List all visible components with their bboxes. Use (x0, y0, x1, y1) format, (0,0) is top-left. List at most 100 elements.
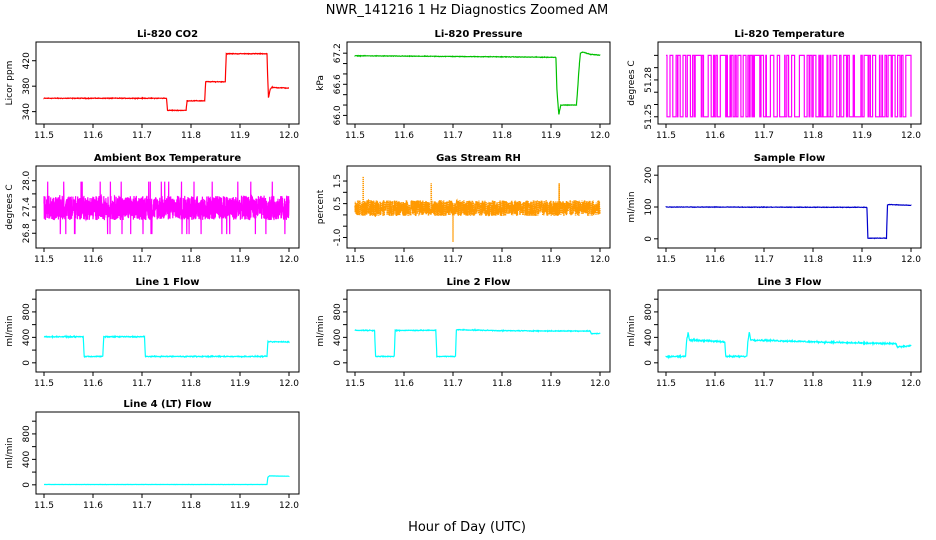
y-tick-label-line-3-flow: 400 (644, 329, 654, 346)
y-tick-label-sample-flow: 0 (644, 236, 654, 242)
x-tick-label-li-820-pressure: 11.9 (541, 131, 561, 141)
x-tick-label-li-820-temperature: 11.8 (803, 131, 823, 141)
series-line-line-4-lt-flow (44, 475, 290, 486)
x-tick-label-line-2-flow: 12.0 (590, 379, 610, 389)
y-axis-label-sample-flow: ml/min (627, 191, 637, 222)
x-tick-label-line-4-lt-flow: 11.6 (83, 501, 103, 511)
y-tick-label-li-820-co2: 380 (22, 77, 32, 94)
figure-title: NWR_141216 1 Hz Diagnostics Zoomed AM (326, 3, 609, 18)
x-tick-label-li-820-pressure: 11.8 (492, 131, 512, 141)
x-tick-label-li-820-pressure: 11.7 (443, 131, 463, 141)
x-tick-label-gas-stream-rh: 11.7 (443, 255, 463, 265)
y-axis-label-li-820-pressure: kPa (316, 75, 326, 91)
x-tick-label-gas-stream-rh: 11.6 (394, 255, 414, 265)
y-tick-label-line-1-flow: 400 (22, 329, 32, 346)
y-tick-label-gas-stream-rh: 1.5 (333, 174, 343, 188)
x-tick-label-li-820-co2: 11.7 (132, 131, 152, 141)
x-tick-label-li-820-co2: 12.0 (279, 131, 299, 141)
panel-title-li-820-co2: Li-820 CO2 (137, 29, 198, 40)
x-tick-label-line-2-flow: 11.5 (345, 379, 365, 389)
plot-frame-line-1-flow (35, 289, 300, 373)
x-tick-label-ambient-box-temperature: 11.7 (132, 255, 152, 265)
panel-title-gas-stream-rh: Gas Stream RH (436, 153, 521, 164)
y-tick-label-line-2-flow: 800 (333, 303, 343, 320)
series-line-ambient-box-temperature (43, 181, 290, 235)
figure-x-axis-label: Hour of Day (UTC) (408, 520, 526, 535)
panel-line-4-lt-flow: Line 4 (LT) Flow 11.5 11.6 11.7 11.8 11.9 12.0… (5, 399, 300, 511)
series-line-line-3-flow (665, 332, 912, 360)
x-tick-label-line-1-flow: 11.6 (83, 379, 103, 389)
y-tick-label-li-820-pressure: 66.0 (333, 105, 343, 125)
y-tick-label-line-4-lt-flow: 400 (22, 451, 32, 468)
y-tick-label-line-3-flow: 0 (644, 360, 654, 366)
x-tick-label-line-2-flow: 11.7 (443, 379, 463, 389)
x-tick-label-line-1-flow: 11.8 (181, 379, 201, 389)
panel-title-line-2-flow: Line 2 Flow (447, 277, 511, 288)
y-tick-label-line-1-flow: 800 (22, 303, 32, 320)
y-tick-label-gas-stream-rh: 0.5 (333, 196, 343, 210)
y-axis-label-line-4-lt-flow: ml/min (5, 437, 15, 468)
panel-title-li-820-pressure: Li-820 Pressure (434, 29, 522, 40)
panel-li-820-pressure: Li-820 Pressure 11.5 11.6 11.7 11.8 11.9 12.0 6… (316, 29, 611, 141)
panel-li-820-co2: Li-820 CO2 11.5 11.6 11.7 11.8 11.9 12.0 340 380… (5, 29, 300, 141)
panel-sample-flow: Sample Flow 11.5 11.6 11.7 11.8 11.9 12.0 0 100 2… (627, 153, 922, 265)
x-tick-label-li-820-pressure: 11.5 (345, 131, 365, 141)
y-axis-label-gas-stream-rh: percent (316, 189, 326, 224)
x-tick-label-ambient-box-temperature: 12.0 (279, 255, 299, 265)
x-tick-label-line-4-lt-flow: 11.7 (132, 501, 152, 511)
panel-ambient-box-temperature: Ambient Box Temperature 11.5 11.6 11.7 11.8 1… (5, 153, 300, 265)
x-tick-label-li-820-co2: 11.6 (83, 131, 103, 141)
x-tick-label-line-3-flow: 11.5 (656, 379, 676, 389)
x-tick-label-sample-flow: 11.9 (852, 255, 872, 265)
y-axis-label-line-3-flow: ml/min (627, 315, 637, 346)
y-tick-label-sample-flow: 100 (644, 198, 654, 215)
y-tick-label-ambient-box-temperature: 28.0 (22, 170, 32, 190)
x-tick-label-line-1-flow: 11.5 (34, 379, 54, 389)
x-tick-label-li-820-temperature: 11.9 (852, 131, 872, 141)
x-tick-label-ambient-box-temperature: 11.5 (34, 255, 54, 265)
x-tick-label-line-2-flow: 11.6 (394, 379, 414, 389)
y-axis-label-li-820-co2: Licor ppm (5, 61, 15, 106)
y-tick-label-line-2-flow: 0 (333, 360, 343, 366)
panel-title-li-820-temperature: Li-820 Temperature (734, 29, 844, 40)
x-tick-label-sample-flow: 11.6 (705, 255, 725, 265)
y-tick-label-li-820-co2: 420 (22, 52, 32, 69)
x-tick-label-li-820-co2: 11.8 (181, 131, 201, 141)
panel-title-sample-flow: Sample Flow (754, 153, 826, 164)
x-tick-label-line-4-lt-flow: 12.0 (279, 501, 299, 511)
panel-title-line-4-lt-flow: Line 4 (LT) Flow (123, 399, 211, 410)
x-tick-label-sample-flow: 11.5 (656, 255, 676, 265)
x-tick-label-li-820-temperature: 11.5 (656, 131, 676, 141)
plot-frame-line-2-flow (346, 289, 611, 373)
y-axis-label-li-820-temperature: degrees C (627, 60, 637, 105)
series-line-line-2-flow (354, 327, 601, 358)
x-tick-label-li-820-temperature: 11.7 (754, 131, 774, 141)
series-line-li-820-temperature (666, 54, 912, 118)
x-tick-label-line-3-flow: 12.0 (901, 379, 921, 389)
x-tick-label-ambient-box-temperature: 11.8 (181, 255, 201, 265)
y-axis-label-ambient-box-temperature: degrees C (5, 184, 15, 229)
y-tick-label-li-820-co2: 340 (22, 103, 32, 120)
x-tick-label-line-3-flow: 11.8 (803, 379, 823, 389)
series-line-gas-stream-rh (354, 176, 601, 243)
y-tick-label-li-820-temperature: 51.25 (644, 104, 654, 130)
y-tick-label-li-820-pressure: 66.6 (333, 74, 343, 94)
y-tick-label-line-4-lt-flow: 800 (22, 425, 32, 442)
series-line-li-820-pressure (354, 51, 601, 115)
y-tick-label-ambient-box-temperature: 26.8 (22, 223, 32, 243)
x-tick-label-line-2-flow: 11.8 (492, 379, 512, 389)
panel-line-1-flow: Line 1 Flow 11.5 11.6 11.7 11.8 11.9 12.0 0 400 8… (5, 277, 300, 389)
series-line-line-1-flow (43, 334, 290, 359)
x-tick-label-li-820-temperature: 11.6 (705, 131, 725, 141)
panel-title-line-1-flow: Line 1 Flow (136, 277, 200, 288)
panel-line-2-flow: Line 2 Flow 11.5 11.6 11.7 11.8 11.9 12.0 0 400 8… (316, 277, 611, 389)
plot-frame-gas-stream-rh (346, 165, 611, 249)
x-tick-label-li-820-pressure: 11.6 (394, 131, 414, 141)
x-tick-label-line-1-flow: 12.0 (279, 379, 299, 389)
x-tick-label-gas-stream-rh: 11.9 (541, 255, 561, 265)
panel-gas-stream-rh: Gas Stream RH 11.5 11.6 11.7 11.8 11.9 12.0 -1.… (316, 153, 611, 265)
x-tick-label-sample-flow: 11.7 (754, 255, 774, 265)
y-tick-label-line-3-flow: 800 (644, 303, 654, 320)
plot-frame-li-820-pressure (346, 41, 611, 125)
